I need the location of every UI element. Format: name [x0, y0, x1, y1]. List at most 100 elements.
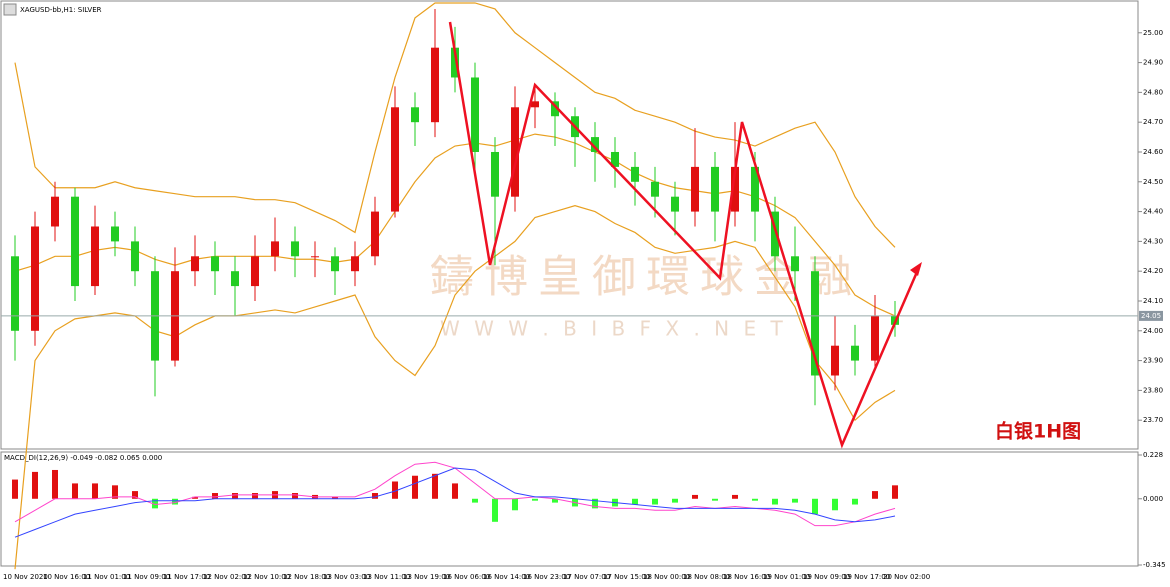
macd-bar [672, 498, 678, 503]
macd-bar [32, 471, 38, 499]
candle-body [851, 345, 859, 361]
candle-body [331, 256, 339, 272]
candle-body [31, 226, 39, 331]
macd-bar [172, 498, 178, 505]
x-tick-label: 16 Nov 14:00 [483, 573, 530, 581]
y-tick-label: 24.50 [1143, 178, 1163, 186]
x-tick-label: 13 Nov 03:00 [323, 573, 370, 581]
candle-body [231, 271, 239, 287]
x-tick-label: 17 Nov 07:00 [563, 573, 610, 581]
macd-bar [372, 493, 378, 499]
x-tick-label: 18 Nov 16:00 [723, 573, 770, 581]
annotation: 白银1H图 [995, 420, 1081, 443]
macd-bar [472, 498, 478, 503]
y-tick-label: 24.30 [1143, 237, 1163, 245]
candle-body [811, 271, 819, 376]
y-tick-label: 24.20 [1143, 267, 1163, 275]
x-tick-label: 16 Nov 23:00 [523, 573, 570, 581]
macd-bar [792, 498, 798, 503]
x-tick-label: 11 Nov 17:00 [163, 573, 210, 581]
candle-body [791, 256, 799, 272]
y-tick-label: 24.80 [1143, 88, 1163, 96]
y-tick-label: 0.000 [1143, 495, 1163, 503]
x-tick-label: 19 Nov 01:00 [763, 573, 810, 581]
y-tick-label: 24.10 [1143, 297, 1163, 305]
icon [3, 3, 17, 16]
x-tick-label: 12 Nov 02:00 [203, 573, 250, 581]
macd-bar [152, 498, 158, 509]
candle-body [491, 151, 499, 197]
x-tick-label: 18 Nov 00:00 [643, 573, 690, 581]
candle-body [471, 77, 479, 152]
candle-body [71, 196, 79, 287]
chart-title: XAGUSD-bb,H1: SILVER [20, 6, 102, 14]
candle-body [631, 166, 639, 182]
current-price-label: 24.05 [1141, 312, 1161, 320]
macd-bar [892, 485, 898, 499]
macd-bar [72, 483, 78, 499]
arrow-head [910, 262, 922, 276]
y-tick-label: 24.70 [1143, 118, 1163, 126]
macd-bar [692, 494, 698, 499]
y-tick-label: 24.00 [1143, 327, 1163, 335]
watermark-url: W W W . B I B F X . N E T [440, 317, 787, 341]
macd-bar [452, 483, 458, 499]
macd-bar [432, 473, 438, 499]
candle-body [651, 181, 659, 197]
macd-bar [552, 498, 558, 503]
y-tick-label: 24.90 [1143, 59, 1163, 67]
macd-bar [732, 494, 738, 499]
x-tick-label: 19 Nov 09:00 [803, 573, 850, 581]
x-tick-label: 20 Nov 02:00 [883, 573, 930, 581]
x-tick-label: 12 Nov 18:00 [283, 573, 330, 581]
x-tick-label: 18 Nov 08:00 [683, 573, 730, 581]
candle-body [691, 166, 699, 212]
macd-bar [812, 498, 818, 515]
candle-body [111, 226, 119, 242]
macd-bar [592, 498, 598, 509]
macd-title: MACD_DI(12,26,9) -0.049 -0.082 0.065 0.0… [4, 454, 162, 462]
y-tick-label: 24.60 [1143, 148, 1163, 156]
x-tick-label: 16 Nov 06:00 [443, 573, 490, 581]
macd-bar [772, 498, 778, 505]
candle-body [551, 101, 559, 117]
macd-bar [852, 498, 858, 505]
macd-bar [292, 493, 298, 499]
macd-bar [232, 493, 238, 499]
candle-body [191, 256, 199, 272]
y-tick-label: 23.70 [1143, 416, 1163, 424]
candle-body [731, 166, 739, 212]
candle-body [511, 107, 519, 197]
candle-body [431, 47, 439, 123]
candle-body [131, 241, 139, 272]
x-tick-label: 12 Nov 10:00 [243, 573, 290, 581]
macd-bar [632, 498, 638, 505]
macd-bar [492, 498, 498, 522]
candle-body [11, 256, 19, 331]
bollinger-lower [14, 205, 896, 570]
candle-body [531, 101, 539, 108]
candle-body [391, 107, 399, 212]
candle-body [291, 241, 299, 257]
macd-bar [212, 493, 218, 499]
macd-frame [0, 451, 1139, 567]
candle-body [611, 151, 619, 167]
x-tick-label: 19 Nov 17:00 [843, 573, 890, 581]
y-tick-label: 25.00 [1143, 29, 1163, 37]
macd-bar [872, 491, 878, 499]
candle-body [711, 166, 719, 212]
x-tick-label: 13 Nov 19:00 [403, 573, 450, 581]
x-tick-label: 13 Nov 11:00 [363, 573, 410, 581]
x-tick-label: 10 Nov 16:00 [43, 573, 90, 581]
macd-bar [192, 496, 198, 499]
zigzag-drawing [448, 21, 922, 449]
candle-body [251, 256, 259, 287]
candle-body [871, 315, 879, 361]
x-tick-label: 17 Nov 15:00 [603, 573, 650, 581]
candle-body [671, 196, 679, 212]
x-tick-label: 10 Nov 2020 [3, 573, 48, 581]
macd-line [14, 467, 896, 538]
macd-bar [412, 475, 418, 499]
candle-body [91, 226, 99, 287]
